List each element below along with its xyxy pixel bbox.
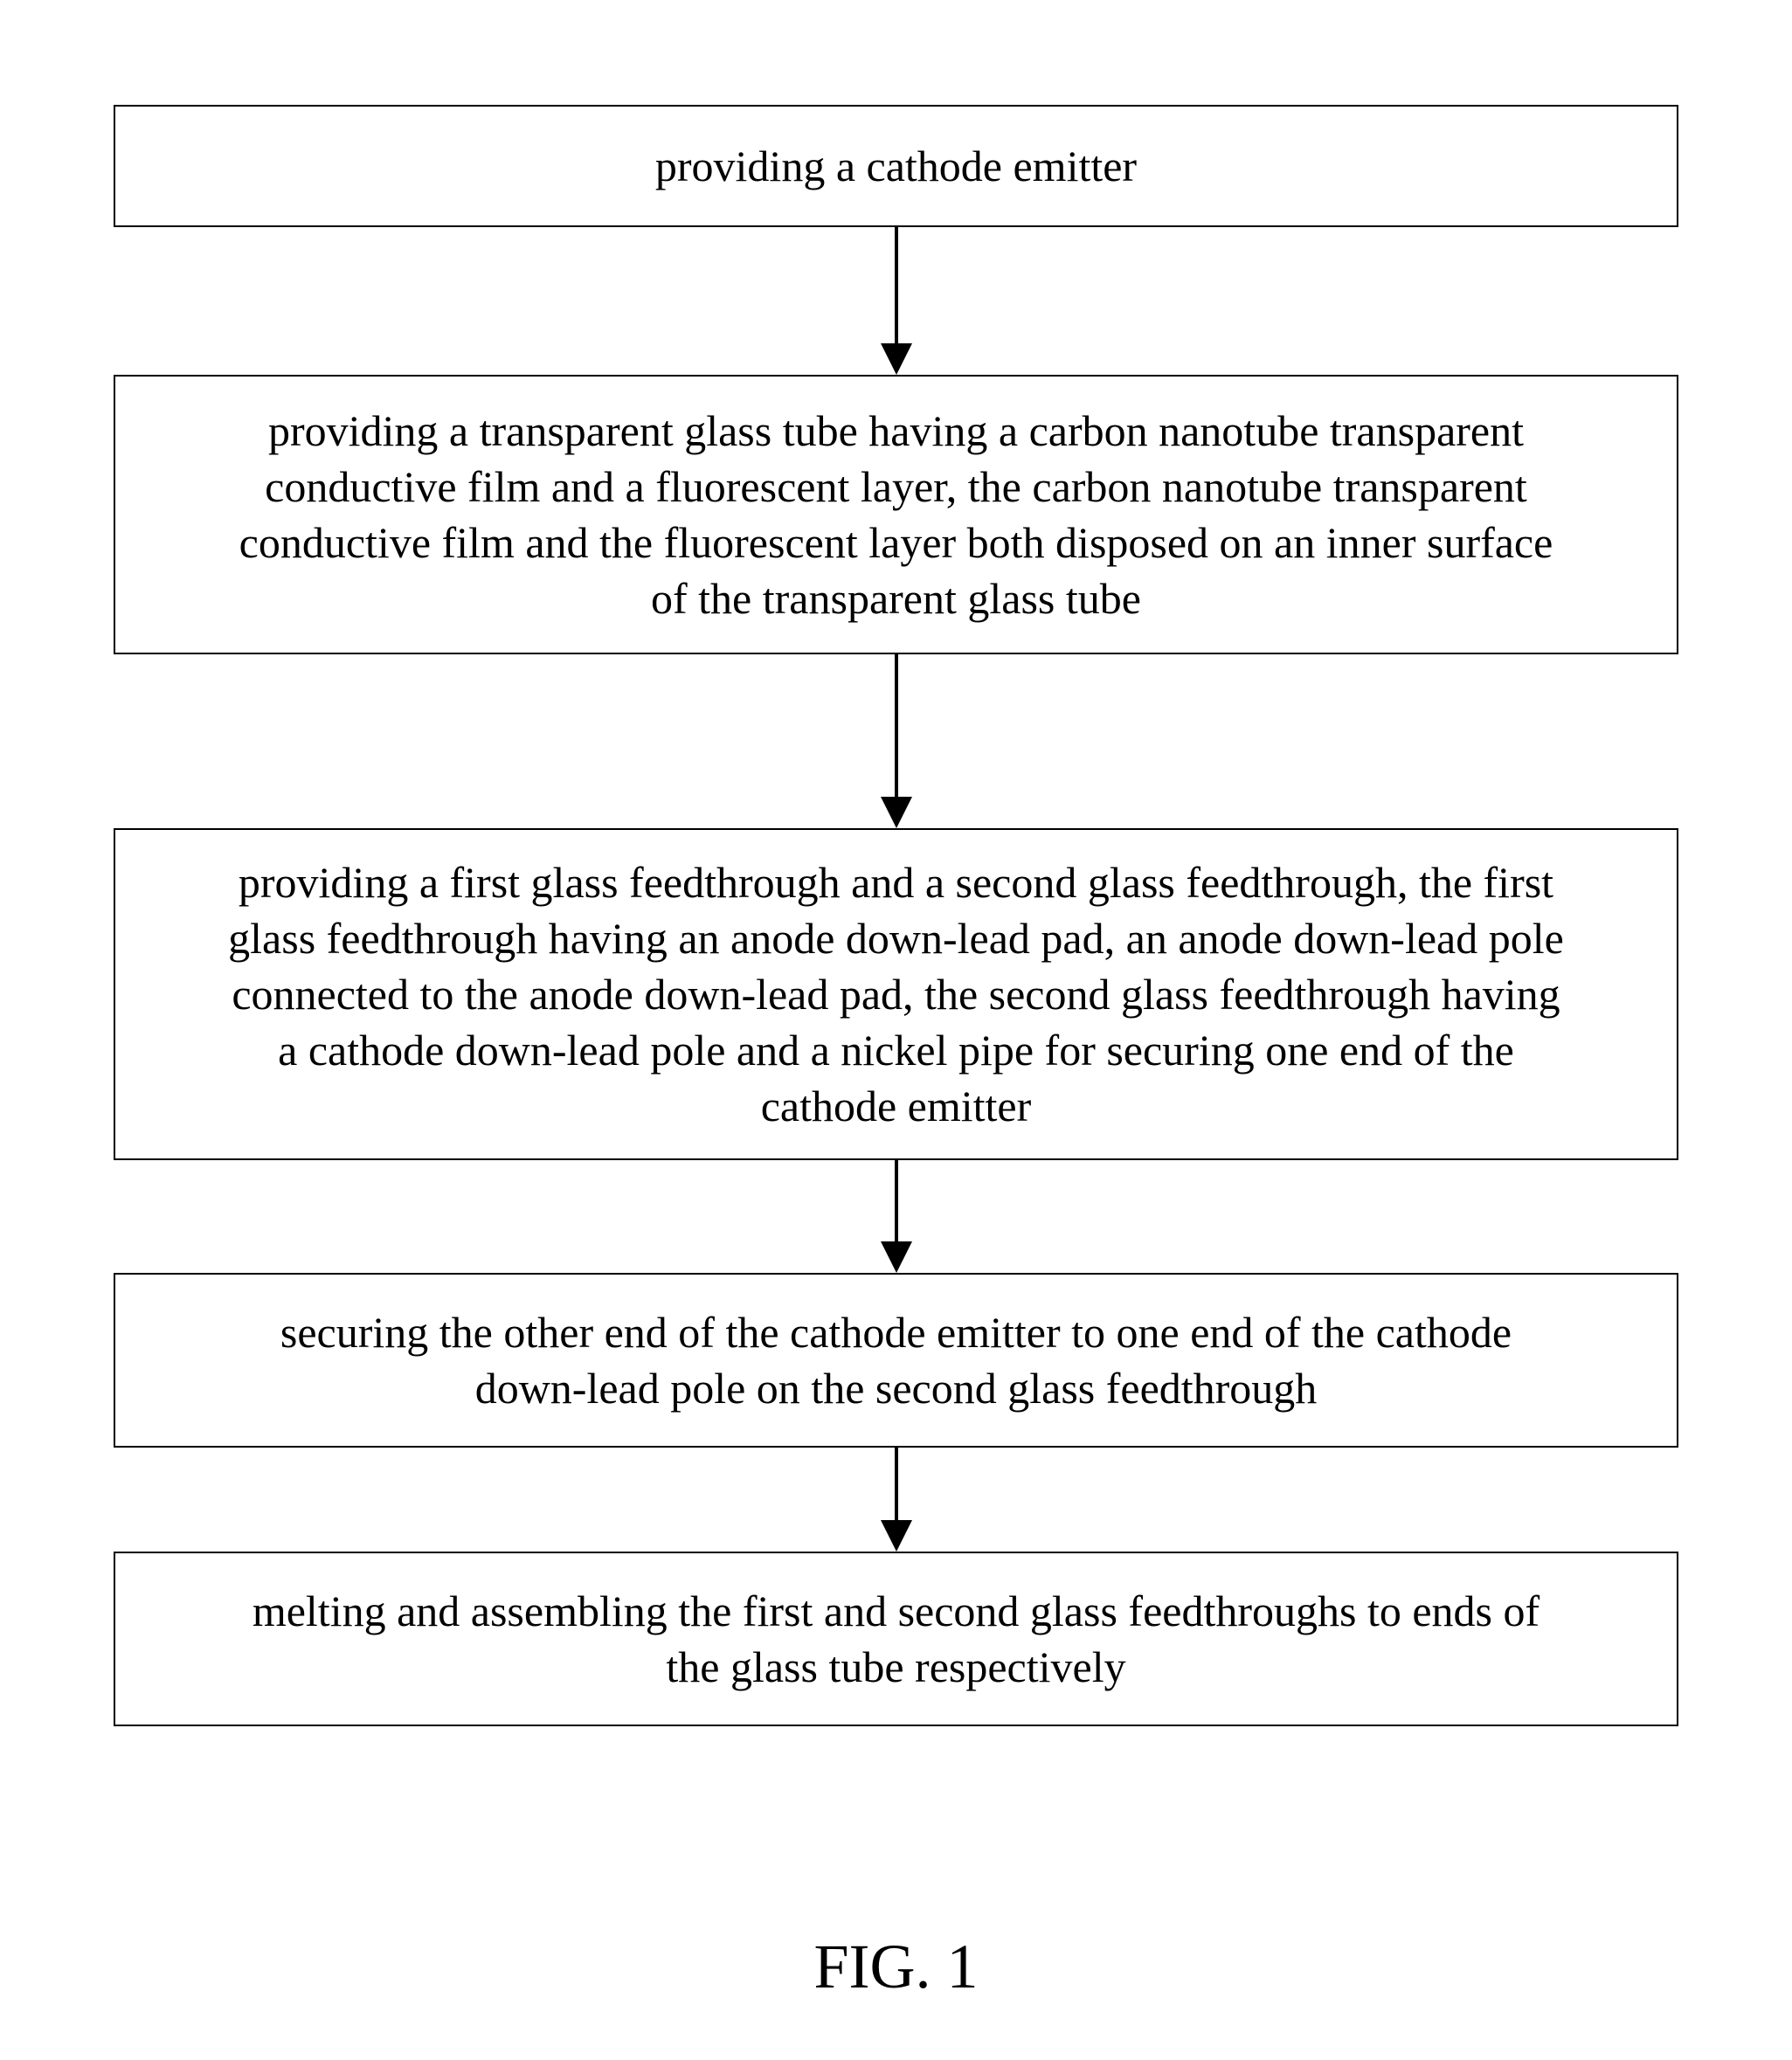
flow-arrow <box>881 1448 912 1552</box>
flowchart: providing a cathode emitter providing a … <box>114 105 1678 1726</box>
flow-arrow <box>881 1160 912 1273</box>
flow-node-step3: providing a first glass feedthrough and … <box>114 828 1678 1160</box>
flow-arrow <box>881 227 912 375</box>
arrow-line <box>895 1160 898 1242</box>
arrow-head-icon <box>881 797 912 828</box>
arrow-line <box>895 227 898 344</box>
flow-node-step1: providing a cathode emitter <box>114 105 1678 227</box>
flow-node-text: securing the other end of the cathode em… <box>280 1304 1512 1416</box>
arrow-line <box>895 654 898 798</box>
flow-node-step2: providing a transparent glass tube havin… <box>114 375 1678 654</box>
flow-node-text: providing a transparent glass tube havin… <box>239 403 1553 626</box>
figure-canvas: providing a cathode emitter providing a … <box>0 0 1792 2060</box>
arrow-head-icon <box>881 1241 912 1273</box>
flow-node-text: providing a first glass feedthrough and … <box>228 854 1564 1134</box>
figure-caption: FIG. 1 <box>0 1931 1792 2003</box>
flow-node-step4: securing the other end of the cathode em… <box>114 1273 1678 1448</box>
arrow-head-icon <box>881 343 912 375</box>
flow-arrow <box>881 654 912 828</box>
arrow-head-icon <box>881 1520 912 1552</box>
flow-node-text: providing a cathode emitter <box>655 138 1137 194</box>
arrow-line <box>895 1448 898 1521</box>
flow-node-text: melting and assembling the first and sec… <box>253 1583 1539 1695</box>
flow-node-step5: melting and assembling the first and sec… <box>114 1552 1678 1726</box>
